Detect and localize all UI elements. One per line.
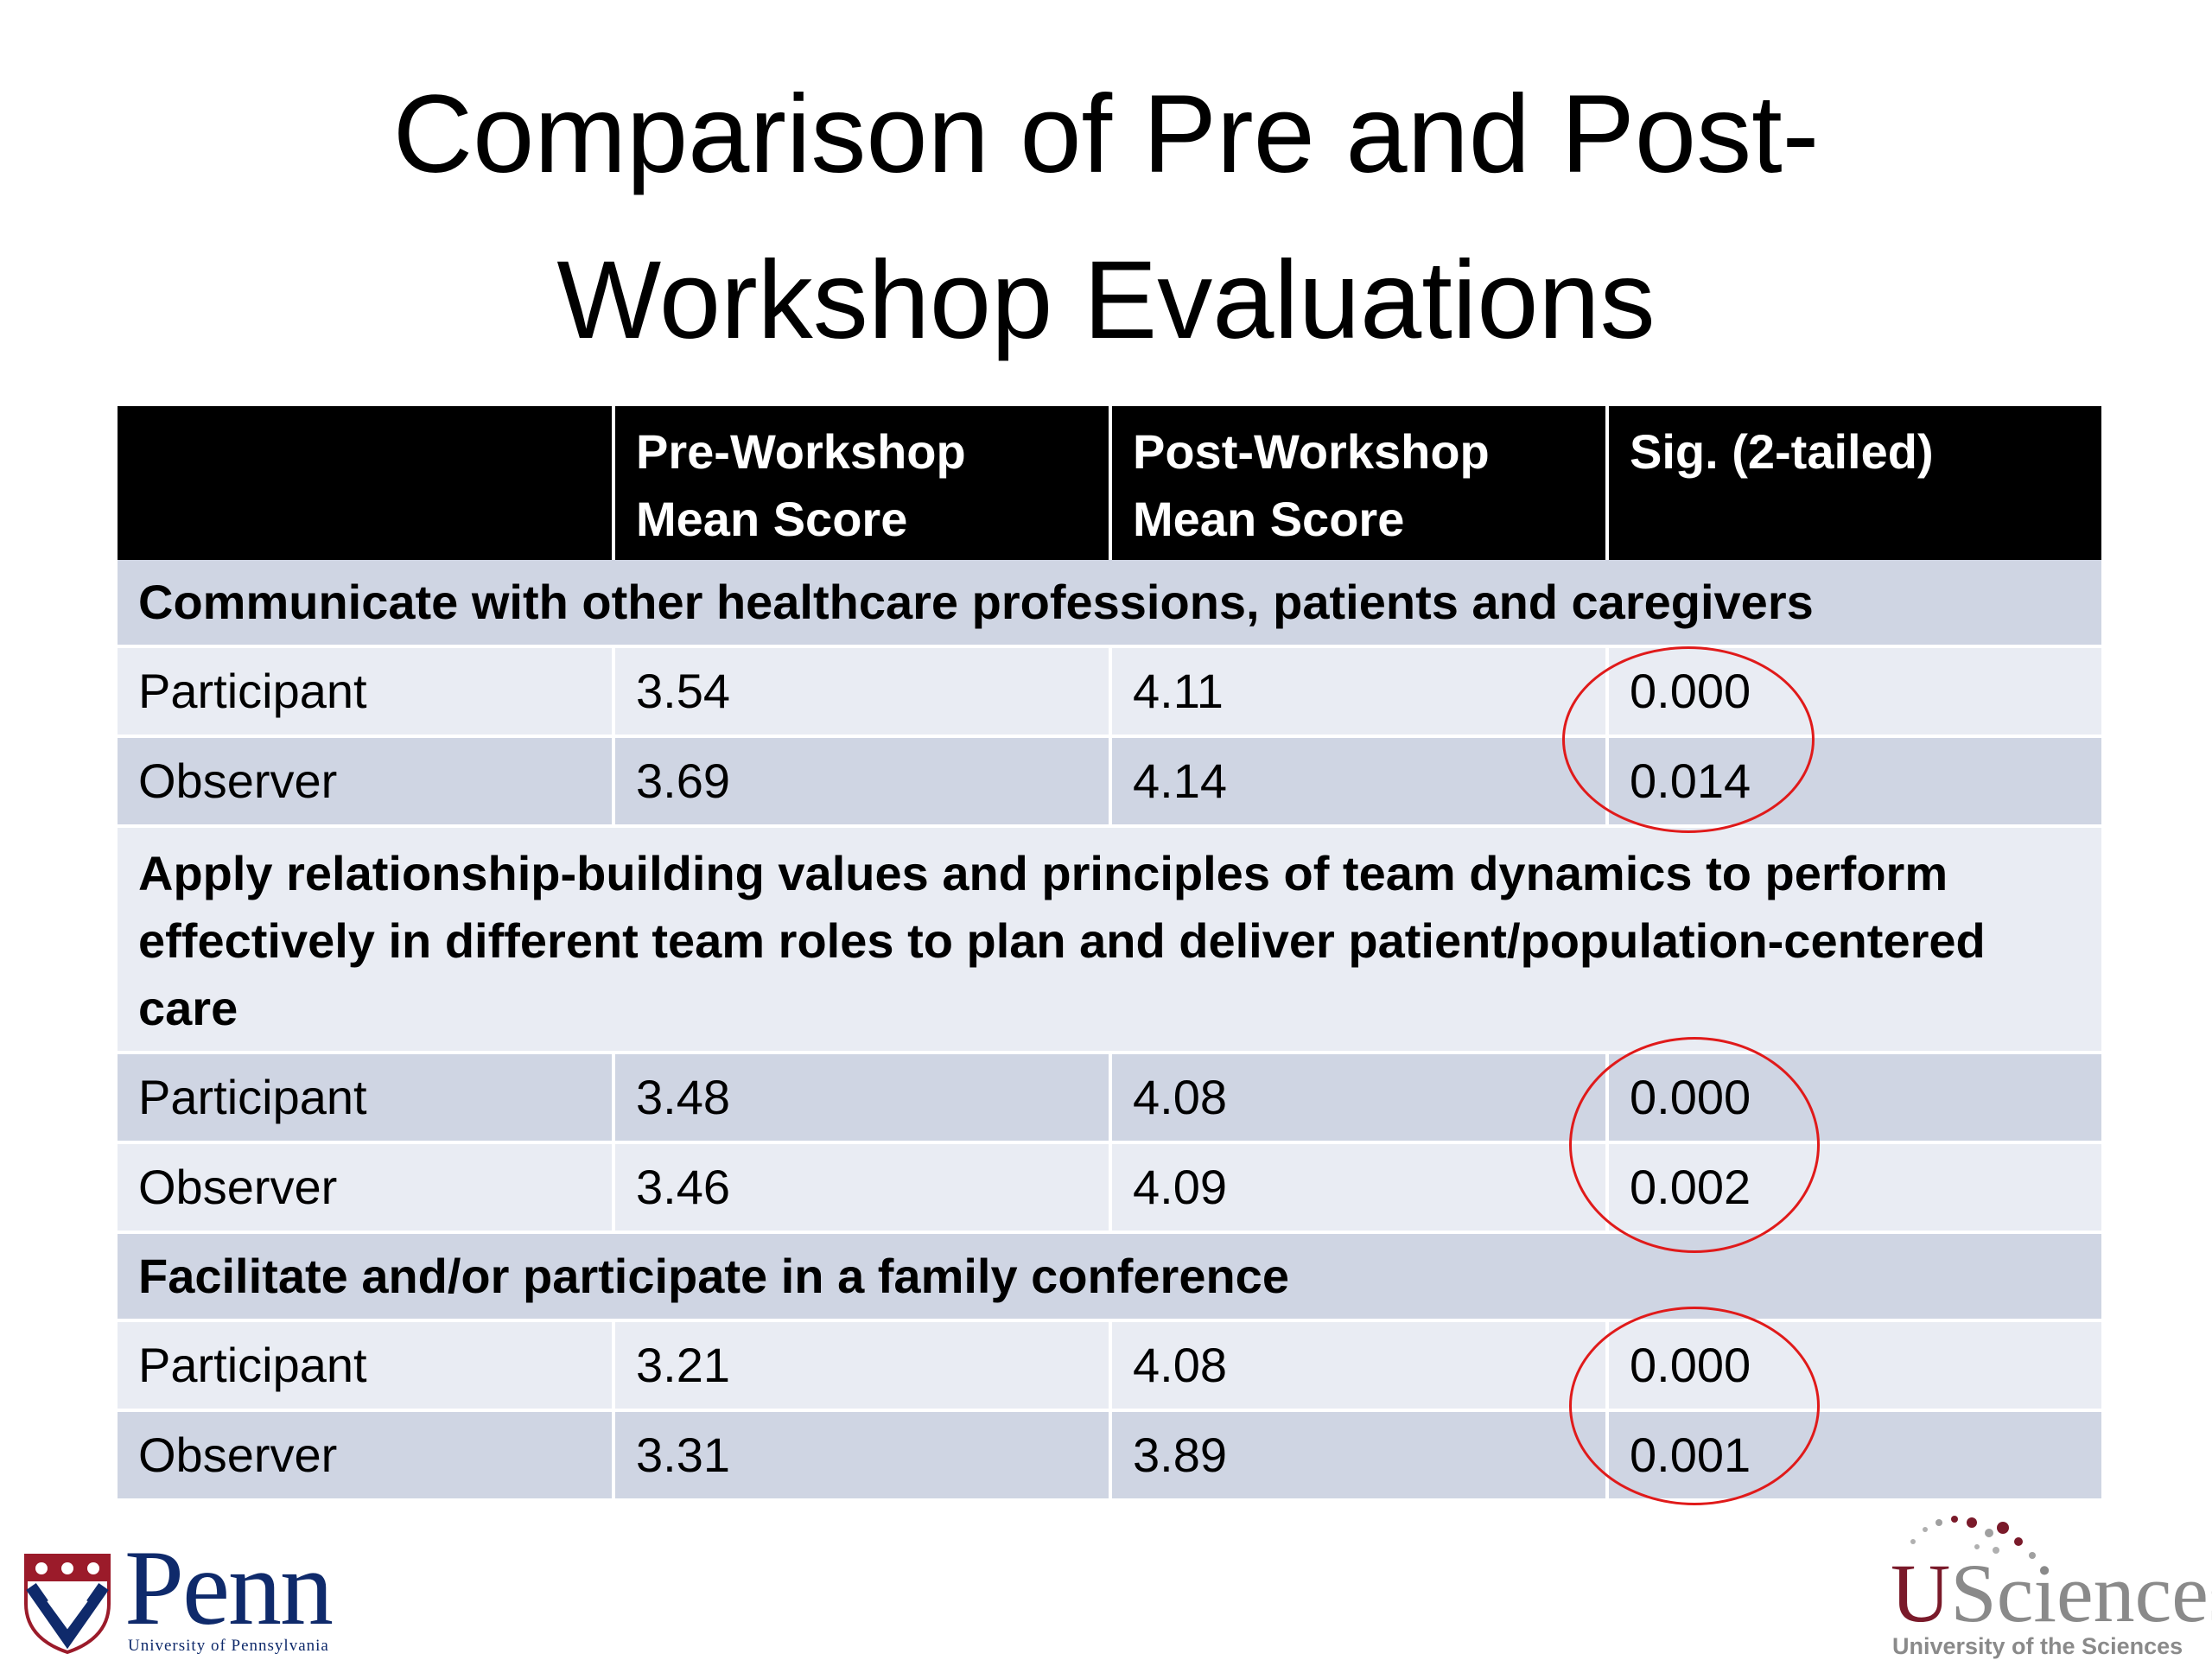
post-score: 4.08: [1110, 1320, 1609, 1412]
molecule-dots-icon: [1910, 1516, 2036, 1559]
pre-score: 3.21: [613, 1320, 1112, 1412]
table-row: Observer 3.31 3.89 0.001: [118, 1410, 2101, 1502]
pre-score: 3.31: [613, 1410, 1112, 1502]
header-significance: Sig. (2-tailed): [1607, 406, 2101, 560]
header-empty-cell: [118, 406, 615, 560]
section-heading-row: Facilitate and/or participate in a famil…: [118, 1232, 2101, 1322]
usciences-wordmark: USciences: [1891, 1552, 2212, 1635]
header-post-line-2: Mean Score: [1133, 492, 1405, 546]
penn-shield-icon: [24, 1554, 111, 1654]
header-post-workshop: Post-Workshop Mean Score: [1110, 406, 1609, 560]
penn-subtitle: University of Pennsylvania: [128, 1637, 329, 1655]
row-label: Observer: [118, 1142, 615, 1234]
pre-score: 3.54: [613, 646, 1112, 738]
section-heading-row: Apply relationship-building values and p…: [118, 826, 2101, 1054]
section-heading: Apply relationship-building values and p…: [118, 826, 2101, 1054]
post-score: 4.09: [1110, 1142, 1609, 1234]
post-score: 4.08: [1110, 1053, 1609, 1144]
row-label: Observer: [118, 1410, 615, 1502]
row-label: Participant: [118, 646, 615, 738]
pre-score: 3.69: [613, 736, 1112, 828]
section-heading-row: Communicate with other healthcare profes…: [118, 560, 2101, 648]
sig-value: 0.000: [1607, 1320, 2101, 1412]
section-heading: Communicate with other healthcare profes…: [118, 560, 2101, 648]
usciences-wordmark-rest: Sciences: [1950, 1547, 2212, 1639]
penn-logo: Penn University of Pennsylvania: [22, 1535, 368, 1655]
sig-value: 0.001: [1607, 1410, 2101, 1502]
slide-title-line-2: Workshop Evaluations: [556, 239, 1656, 362]
table-row: Participant 3.21 4.08 0.000: [118, 1320, 2101, 1412]
usciences-wordmark-u: U: [1891, 1547, 1951, 1639]
sig-value: 0.014: [1607, 736, 2101, 828]
table-row: Participant 3.54 4.11 0.000: [118, 646, 2101, 738]
slide-title: Comparison of Pre and Post- Workshop Eva…: [0, 52, 2212, 384]
header-pre-workshop: Pre-Workshop Mean Score: [613, 406, 1112, 560]
pre-score: 3.46: [613, 1142, 1112, 1234]
pre-score: 3.48: [613, 1053, 1112, 1144]
usciences-subtitle: University of the Sciences: [1892, 1633, 2183, 1659]
row-label: Participant: [118, 1053, 615, 1144]
evaluation-table: Pre-Workshop Mean Score Post-Workshop Me…: [118, 406, 2101, 1502]
post-score: 3.89: [1110, 1410, 1609, 1502]
post-score: 4.11: [1110, 646, 1609, 738]
sig-value: 0.002: [1607, 1142, 2101, 1234]
row-label: Observer: [118, 736, 615, 828]
table-header-row: Pre-Workshop Mean Score Post-Workshop Me…: [118, 406, 2101, 560]
sig-value: 0.000: [1607, 646, 2101, 738]
penn-wordmark: Penn: [124, 1529, 334, 1647]
section-heading: Facilitate and/or participate in a famil…: [118, 1232, 2101, 1322]
slide-title-line-1: Comparison of Pre and Post-: [392, 73, 1820, 196]
header-pre-line-2: Mean Score: [636, 492, 908, 546]
usciences-logo: USciences University of the Sciences: [1866, 1495, 2212, 1659]
header-pre-line-1: Pre-Workshop: [636, 424, 966, 479]
table-row: Observer 3.46 4.09 0.002: [118, 1142, 2101, 1234]
row-label: Participant: [118, 1320, 615, 1412]
header-post-line-1: Post-Workshop: [1133, 424, 1490, 479]
sig-value: 0.000: [1607, 1053, 2101, 1144]
table-row: Participant 3.48 4.08 0.000: [118, 1053, 2101, 1144]
table-row: Observer 3.69 4.14 0.014: [118, 736, 2101, 828]
post-score: 4.14: [1110, 736, 1609, 828]
